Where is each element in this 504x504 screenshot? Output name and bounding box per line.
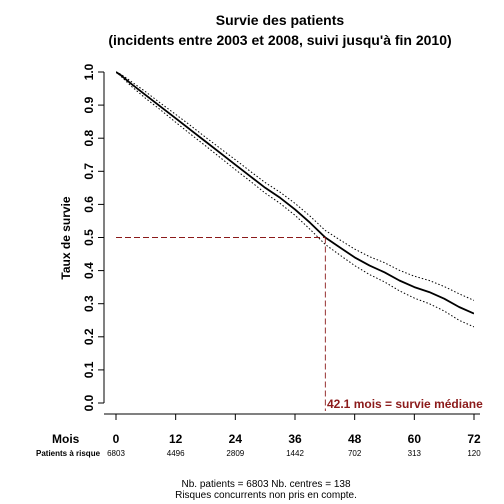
- y-tick-label: 0.4: [82, 262, 96, 279]
- risk-value: 4496: [167, 449, 185, 458]
- y-tick-label: 0.9: [82, 96, 96, 113]
- y-axis-label: Taux de survie: [59, 196, 73, 279]
- upper-ci-curve: [116, 71, 474, 301]
- y-tick-label: 0.1: [82, 361, 96, 378]
- y-tick-label: 0.8: [82, 130, 96, 147]
- y-tick-label: 0.0: [82, 394, 96, 411]
- y-axis: 0.0 0.1 0.2 0.3 0.4 0.5 0.6 0.7 0.8 0.9 1.0: [82, 63, 105, 411]
- series-layer: [116, 71, 474, 328]
- x-axis-label: Mois: [52, 432, 80, 446]
- chart-title: Survie des patients: [216, 12, 345, 28]
- x-tick-label: 48: [348, 432, 362, 446]
- x-tick-label: 0: [113, 432, 120, 446]
- median-layer: [116, 237, 326, 411]
- y-tick-label: 0.7: [82, 163, 96, 180]
- risk-value: 702: [348, 449, 362, 458]
- survival-curve: [116, 71, 474, 315]
- x-tick-label: 36: [288, 432, 302, 446]
- x-tick-label: 12: [169, 432, 183, 446]
- risk-value: 120: [467, 449, 481, 458]
- risk-value: 6803: [107, 449, 125, 458]
- x-tick-label: 72: [467, 432, 481, 446]
- y-tick-label: 0.5: [82, 229, 96, 246]
- median-annotation: 42.1 mois = survie médiane: [327, 397, 483, 411]
- y-tick-label: 0.6: [82, 196, 96, 213]
- x-tick-label: 60: [408, 432, 422, 446]
- risk-value: 2809: [226, 449, 244, 458]
- risk-value: 313: [408, 449, 422, 458]
- y-tick-label: 1.0: [82, 63, 96, 80]
- x-axis: 0 12 24 36 48 60 72: [104, 413, 481, 446]
- risk-table-label: Patients à risque: [36, 449, 101, 458]
- chart-subtitle: (incidents entre 2003 et 2008, suivi jus…: [108, 32, 451, 48]
- y-tick-label: 0.2: [82, 328, 96, 345]
- y-tick-label: 0.3: [82, 295, 96, 312]
- footnote-note: Risques concurrents non pris en compte.: [175, 490, 357, 501]
- footnote-counts: Nb. patients = 6803 Nb. centres = 138: [182, 479, 351, 490]
- x-tick-label: 24: [229, 432, 243, 446]
- risk-value: 1442: [286, 449, 304, 458]
- risk-table: 6803 4496 2809 1442 702 313 120: [107, 449, 481, 458]
